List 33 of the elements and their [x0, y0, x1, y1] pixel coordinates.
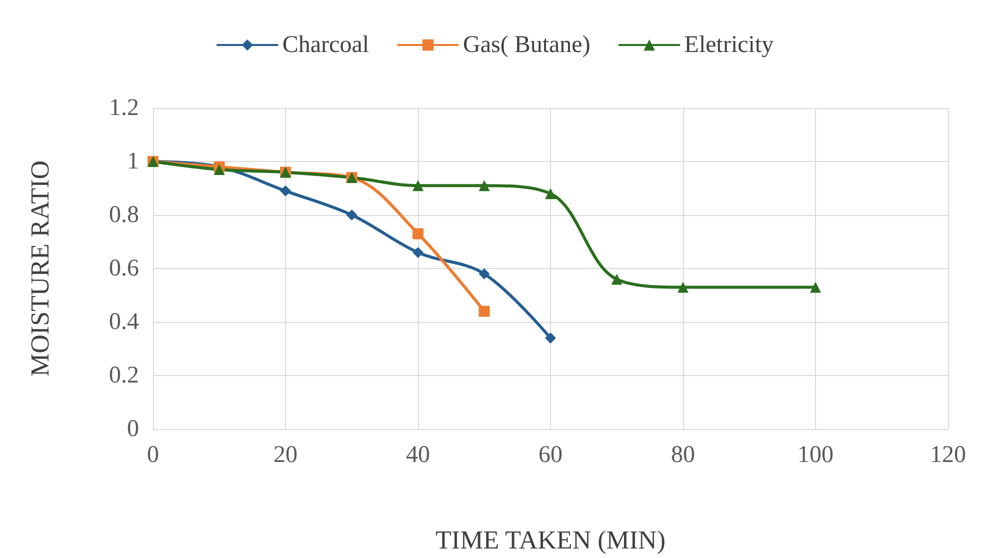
y-axis-title: MOISTURE RATIO	[26, 160, 54, 376]
legend-label: Gas( Butane)	[463, 32, 590, 58]
x-tick-label: 100	[798, 442, 834, 468]
point	[478, 180, 490, 192]
y-tick-label: 0.6	[109, 256, 139, 282]
point	[412, 180, 424, 192]
point	[545, 188, 556, 200]
point	[611, 274, 622, 285]
point	[545, 332, 556, 344]
point	[346, 210, 358, 220]
point	[214, 164, 225, 176]
point	[478, 268, 490, 280]
x-tick-label: 20	[274, 442, 298, 468]
y-tick-label: 1.2	[109, 95, 139, 121]
point	[478, 306, 490, 317]
point	[412, 228, 424, 240]
point	[412, 246, 424, 258]
y-tick-label: 0	[127, 416, 139, 442]
x-tick-label: 60	[538, 442, 562, 468]
point	[810, 282, 821, 293]
y-tick-label: 1	[127, 148, 139, 174]
x-tick-label: 120	[930, 442, 966, 468]
legend-label: Eletricity	[684, 32, 774, 58]
x-tick-label: 80	[671, 442, 695, 468]
y-tick-label: 0.2	[109, 362, 139, 388]
x-tick-label: 40	[406, 442, 430, 468]
point	[280, 185, 291, 196]
y-tick-label: 0.4	[109, 309, 139, 335]
x-axis-title: TIME TAKEN (MIN)	[436, 526, 666, 554]
y-tick-label: 0.8	[109, 202, 139, 228]
x-tick-label: 0	[147, 442, 159, 468]
point	[678, 282, 688, 293]
legend-label: Charcoal	[282, 32, 370, 58]
